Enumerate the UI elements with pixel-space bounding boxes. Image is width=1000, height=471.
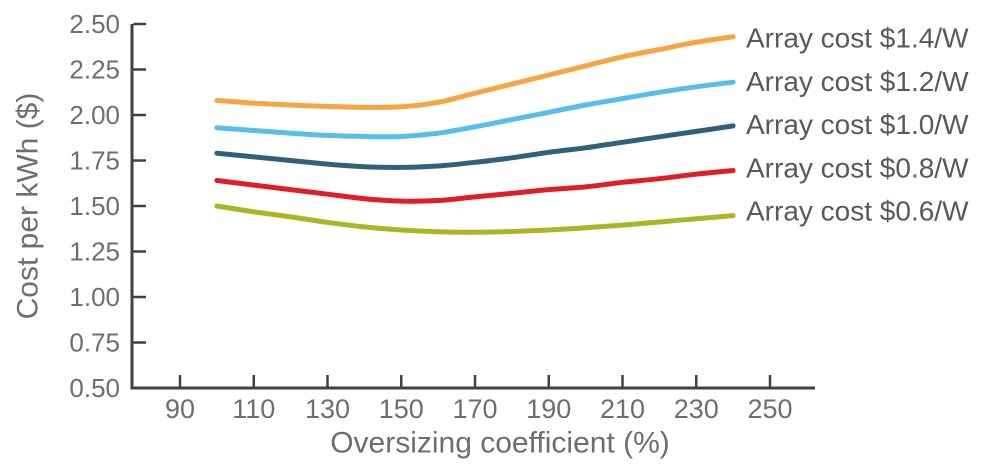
y-tick-label: 2.50	[69, 9, 120, 39]
x-tick-label: 210	[600, 394, 645, 424]
y-tick-label: 1.25	[69, 237, 120, 267]
y-tick-label: 1.75	[69, 146, 120, 176]
y-tick-label: 2.00	[69, 100, 120, 130]
series-line-2	[214, 79, 736, 140]
x-tick-label: 150	[379, 394, 424, 424]
series-label-3: Array cost $1.0/W	[746, 109, 969, 140]
series-line-4	[214, 168, 736, 204]
x-tick-label: 230	[674, 394, 719, 424]
x-axis-title: Oversizing coefficient (%)	[330, 427, 670, 460]
series-line-1	[214, 34, 736, 110]
x-tick-label: 110	[232, 394, 275, 424]
x-tick-label: 190	[526, 394, 571, 424]
y-axis-title: Cost per kWh ($)	[12, 93, 45, 320]
y-tick-label: 2.25	[69, 55, 120, 85]
x-tick-label: 130	[305, 394, 350, 424]
series-line-3	[214, 123, 736, 170]
y-tick-label: 0.75	[69, 328, 120, 358]
y-tick-label: 1.00	[69, 282, 120, 312]
axis-lines	[130, 24, 815, 390]
x-tick-label: 90	[165, 394, 195, 424]
x-tick-label: 250	[747, 394, 792, 424]
y-tick-label: 0.50	[69, 373, 120, 403]
y-tick-label: 1.50	[69, 191, 120, 221]
series-label-2: Array cost $1.2/W	[746, 66, 969, 97]
series-line-5	[214, 203, 736, 235]
series-label-1: Array cost $1.4/W	[746, 23, 969, 54]
series-label-5: Array cost $0.6/W	[746, 196, 969, 227]
x-tick-label: 170	[452, 394, 497, 424]
series-label-4: Array cost $0.8/W	[746, 152, 969, 183]
